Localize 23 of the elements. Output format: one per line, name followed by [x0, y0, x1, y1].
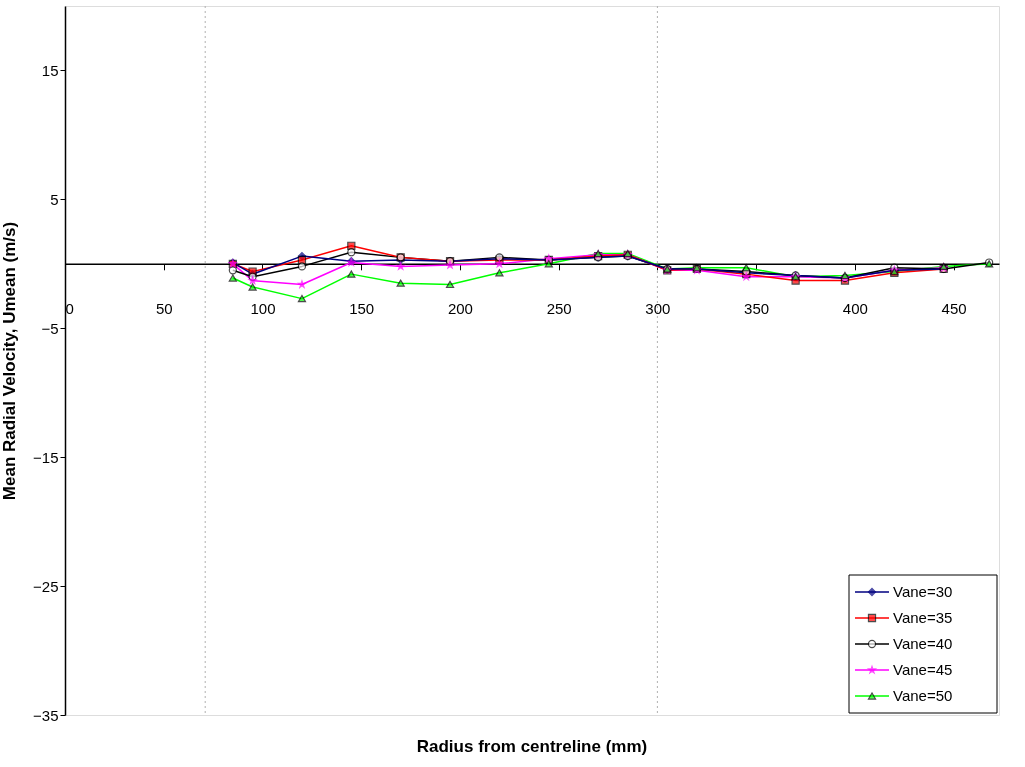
x-tick-label: 400: [842, 300, 868, 318]
x-tick-label: 450: [941, 300, 967, 318]
y-tick-label: −25: [33, 577, 59, 595]
y-tick-label: −15: [33, 448, 59, 466]
legend-label: Vane=30: [893, 583, 953, 600]
legend-label: Vane=50: [893, 687, 953, 704]
y-tick-label: 15: [41, 61, 59, 79]
legend-label: Vane=35: [893, 609, 953, 626]
legend-label: Vane=40: [893, 635, 953, 652]
x-tick-label: 0: [65, 300, 74, 318]
x-axis-title: Radius from centreline (mm): [416, 737, 648, 756]
x-tick-label: 150: [349, 300, 375, 318]
y-axis-title: Mean Radial Velocity, Umean (m/s): [0, 221, 20, 501]
y-tick-label: −35: [33, 706, 59, 724]
x-tick-label: 250: [546, 300, 572, 318]
legend-label: Vane=45: [893, 661, 953, 678]
x-tick-label: 350: [744, 300, 770, 318]
x-tick-label: 100: [250, 300, 276, 318]
y-tick-label: 5: [50, 190, 59, 208]
y-tick-label: −5: [41, 319, 59, 337]
x-tick-label: 300: [645, 300, 671, 318]
x-tick-label: 200: [447, 300, 473, 318]
x-tick-label: 50: [155, 300, 173, 318]
